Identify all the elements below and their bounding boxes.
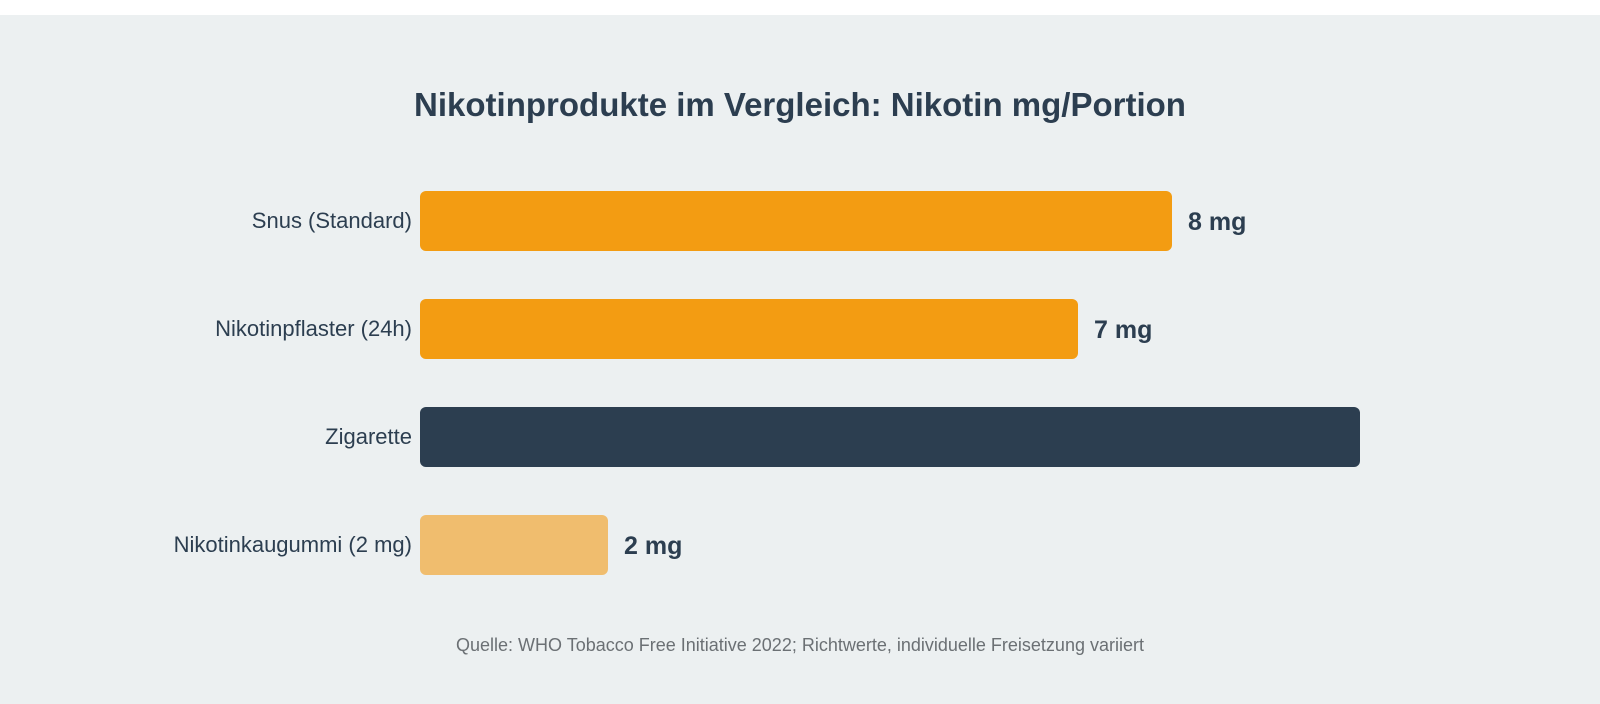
category-label: Zigarette	[325, 424, 412, 449]
category-label: Nikotinkaugummi (2 mg)	[173, 532, 412, 557]
value-label: 7 mg	[1094, 316, 1153, 344]
bar	[420, 191, 1172, 251]
bar-row: Nikotinkaugummi (2 mg) 2 mg	[0, 515, 1600, 575]
bar-row: Zigarette	[0, 407, 1600, 467]
bar	[420, 515, 608, 575]
category-label: Snus (Standard)	[251, 208, 412, 233]
bar	[420, 407, 1360, 467]
chart-title: Nikotinprodukte im Vergleich: Nikotin mg…	[414, 86, 1186, 123]
bar-rows: Snus (Standard) 8 mg Nikotinpflaster (24h)…	[0, 15, 1600, 704]
category-label: Nikotinpflaster (24h)	[215, 316, 412, 341]
bar-row: Snus (Standard) 8 mg	[0, 191, 1600, 251]
source-note: Quelle: WHO Tobacco Free Initiative 2022…	[456, 635, 1144, 655]
bar-row: Nikotinpflaster (24h) 7 mg	[0, 299, 1600, 359]
bar	[420, 299, 1078, 359]
value-label: 8 mg	[1188, 208, 1247, 236]
value-label: 2 mg	[624, 532, 683, 560]
chart-panel: Nikotinprodukte im Vergleich: Nikotin mg…	[0, 15, 1600, 704]
